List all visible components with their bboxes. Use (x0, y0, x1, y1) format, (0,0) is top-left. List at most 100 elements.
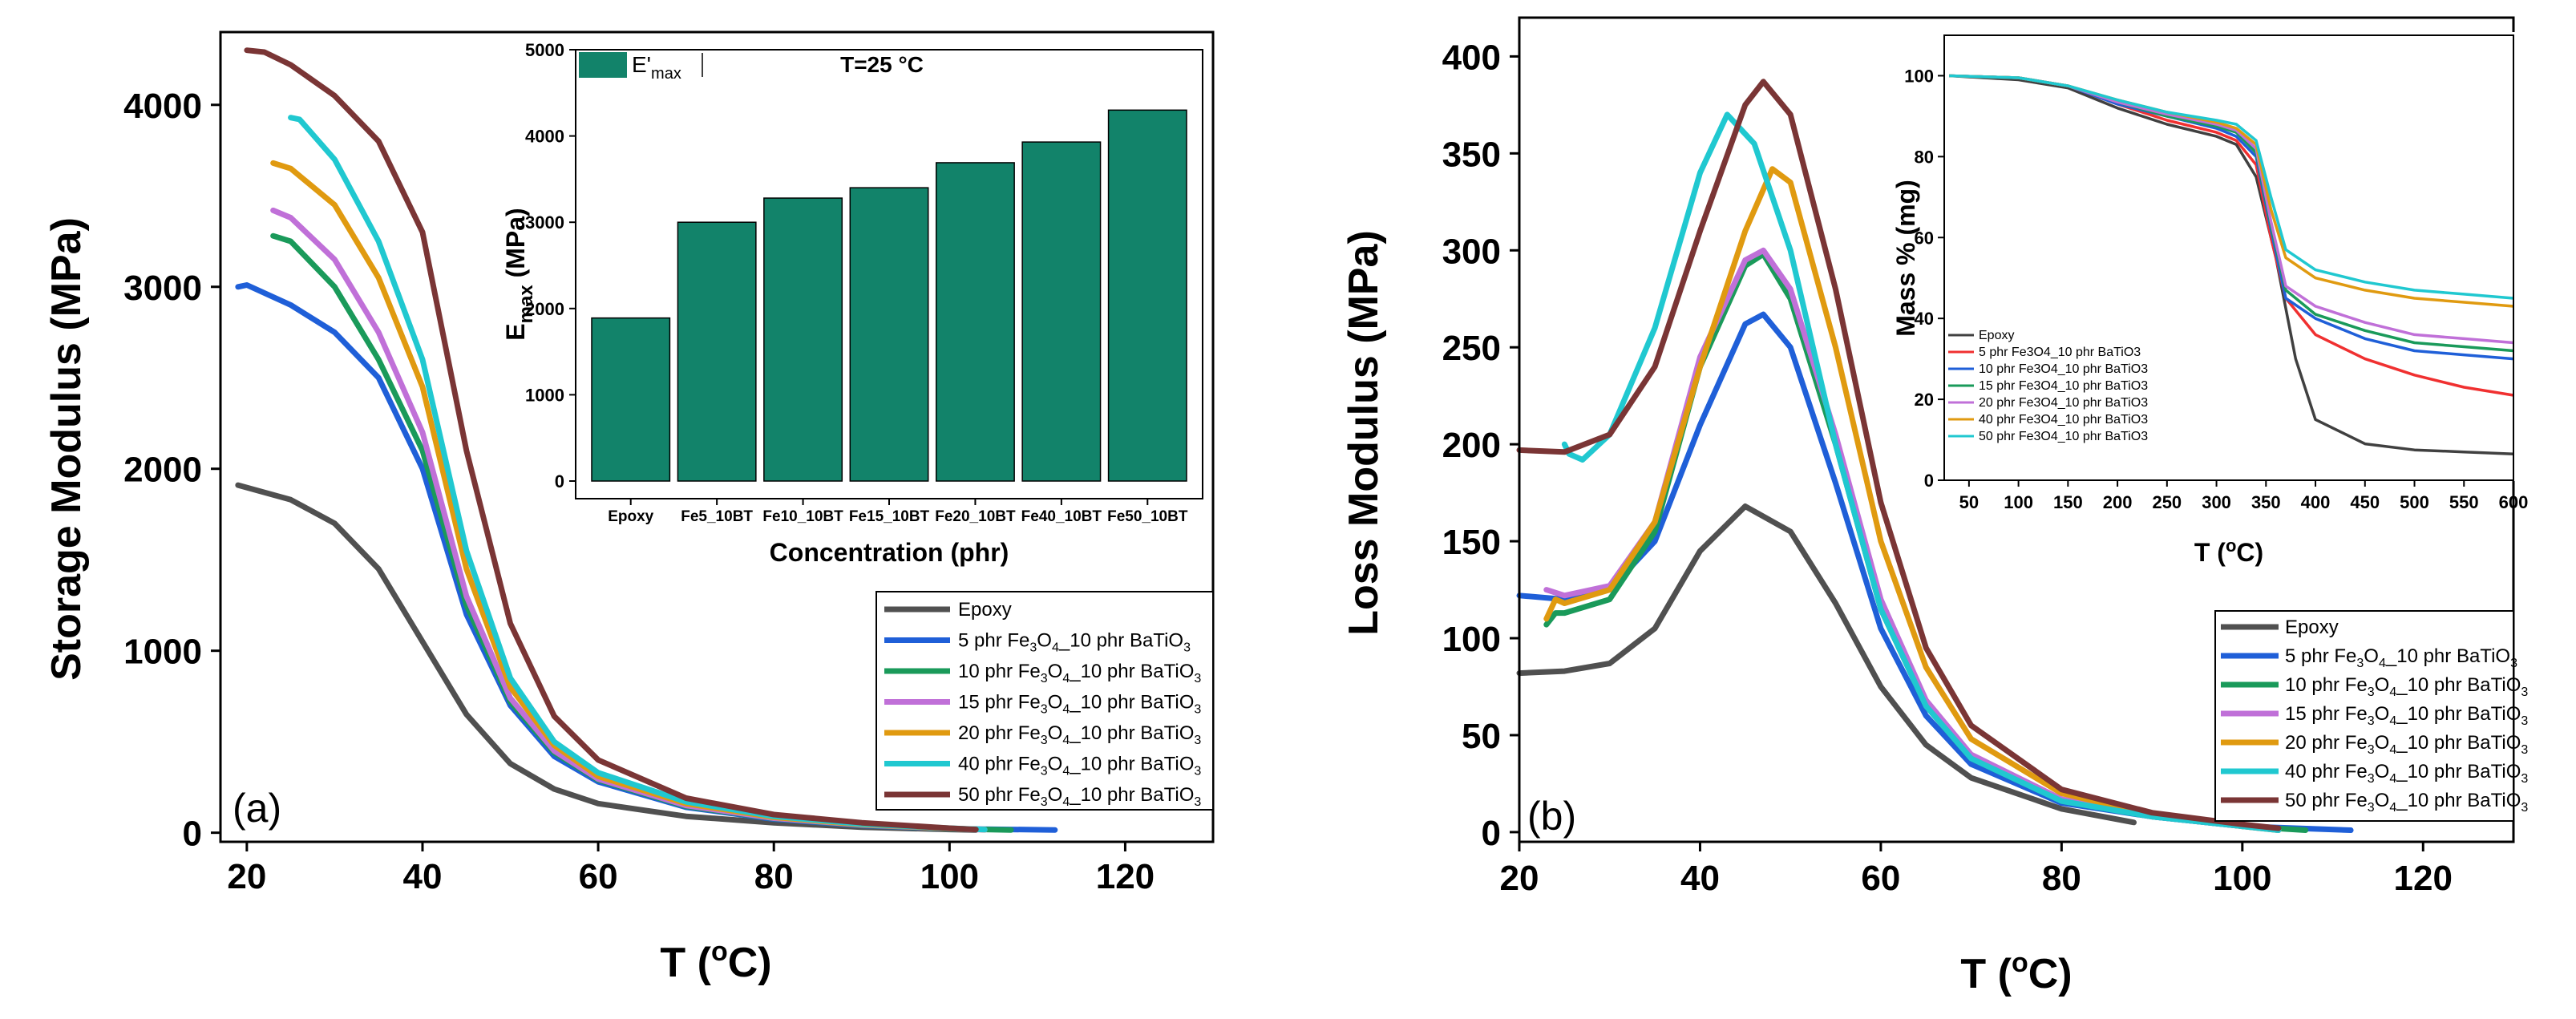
tga-x-tick-label: 600 (2499, 492, 2529, 512)
legend-entry: 20 phr Fe3O4_10 phr BaTiO3 (958, 722, 1201, 747)
y-tick-label: 0 (1482, 814, 1501, 853)
panel-a-emax-inset: 0 1000 2000 3000 4000 5000 Epoxy Fe5_10BT Fe10_… (501, 40, 1203, 567)
loss-curve-epoxy (1516, 503, 2137, 826)
tga-y-axis-label: Mass % (mg) (1891, 180, 1920, 337)
legend-entry: 15 phr Fe3O4_10 phr BaTiO3 (958, 692, 1201, 717)
emax-bar-fe50-10bt (1107, 109, 1187, 482)
x-tick-label: 20 (227, 857, 266, 896)
tga-legend-entry: 10 phr Fe3O4_10 phr BaTiO3 (1979, 362, 2148, 376)
panel-a-label: (a) (233, 786, 281, 831)
emax-bar-fe15-10bt (849, 187, 929, 482)
emax-bar-fe40-10bt (1021, 141, 1102, 482)
tga-legend-entry: Epoxy (1979, 329, 2014, 342)
emax-bar-fe5-10bt (677, 221, 757, 482)
y-tick-label: 150 (1442, 523, 1501, 562)
legend-entry: Epoxy (958, 599, 1012, 621)
emax-x-tick-label: Fe15_10BT (849, 508, 930, 525)
panel-a-x-ticks: 20 40 60 80 100 120 (227, 842, 1155, 896)
emax-y-tick-label: 5000 (525, 40, 564, 60)
tga-x-tick-label: 100 (2004, 492, 2033, 512)
loss-curve-50-phr-fe3o4-10-phr-batio3 (1516, 79, 2282, 831)
legend-entry: 40 phr Fe3O4_10 phr BaTiO3 (958, 754, 1201, 778)
x-tick-label: 120 (1096, 857, 1155, 896)
emax-y-axis-label: Emax (MPa) (501, 208, 537, 340)
tga-legend: Epoxy 5 phr Fe3O4_10 phr BaTiO3 10 phr Fe3… (1948, 329, 2148, 443)
panel-a-x-axis-label: T (oC) (660, 936, 771, 986)
y-tick-label: 350 (1442, 135, 1501, 174)
y-tick-label: 1000 (123, 633, 202, 672)
x-tick-label: 60 (1861, 859, 1900, 898)
x-tick-label: 40 (403, 857, 443, 896)
tga-x-tick-label: 550 (2449, 492, 2479, 512)
x-tick-label: 100 (920, 857, 979, 896)
loss-curve-20-phr-fe3o4-10-phr-batio3 (1543, 166, 2282, 833)
tga-x-tick-label: 400 (2301, 492, 2331, 512)
storage-curve-50-phr-fe3o4-10-phr-batio3 (244, 47, 979, 833)
tga-y-tick-label: 100 (1904, 66, 1934, 86)
emax-legend-label: E'max (632, 52, 681, 83)
tga-legend-entry: 5 phr Fe3O4_10 phr BaTiO3 (1979, 346, 2141, 359)
x-tick-label: 20 (1500, 859, 1539, 898)
tga-y-tick-label: 60 (1915, 228, 1934, 248)
panel-b-legend: Epoxy 5 phr Fe3O4_10 phr BaTiO3 10 phr Fe… (2214, 610, 2528, 822)
emax-temperature-label: T=25 °C (840, 52, 924, 77)
emax-y-ticks: 0 1000 2000 3000 4000 5000 (525, 40, 576, 491)
panel-b-y-axis-label: Loss Modulus (MPa) (1341, 230, 1387, 636)
panel-b-x-axis-label: T (oC) (1960, 948, 2072, 997)
emax-x-tick-label: Epoxy (608, 508, 653, 525)
emax-x-axis-label: Concentration (phr) (770, 538, 1009, 567)
y-tick-label: 300 (1442, 232, 1501, 271)
emax-y-tick-label: 0 (555, 471, 564, 491)
emax-bar-fe10-10bt (763, 197, 843, 482)
tga-x-tick-label: 500 (2400, 492, 2429, 512)
tga-y-tick-label: 20 (1915, 390, 1934, 410)
x-tick-label: 80 (2042, 859, 2081, 898)
x-tick-label: 120 (2394, 859, 2453, 898)
x-tick-label: 40 (1680, 859, 1720, 898)
emax-x-ticks: Epoxy Fe5_10BT Fe10_10BT Fe15_10BT Fe20_10BT… (608, 499, 1188, 525)
tga-y-tick-label: 80 (1915, 147, 1934, 167)
panel-a-legend: Epoxy 5 phr Fe3O4_10 phr BaTiO3 10 phr Fe… (876, 591, 1214, 811)
tga-curve-epoxy (1949, 74, 2514, 455)
tga-inset-frame (1943, 34, 2514, 481)
tga-legend-entry: 20 phr Fe3O4_10 phr BaTiO3 (1979, 396, 2148, 410)
y-tick-label: 4000 (123, 87, 202, 126)
tga-x-tick-label: 300 (2202, 492, 2231, 512)
emax-bars (591, 109, 1187, 482)
y-tick-label: 250 (1442, 329, 1501, 368)
y-tick-label: 0 (183, 815, 202, 854)
legend-entry: 40 phr Fe3O4_10 phr BaTiO3 (2285, 761, 2528, 786)
legend-entry: 15 phr Fe3O4_10 phr BaTiO3 (2285, 703, 2528, 728)
y-tick-label: 2000 (123, 451, 202, 490)
x-tick-label: 80 (754, 857, 794, 896)
emax-legend-swatch (579, 52, 627, 78)
panel-a-frame (219, 30, 1215, 843)
panel-a-storage-modulus: 20 40 60 80 100 120 0 1000 2000 3000 4000 Storage… (43, 30, 1215, 986)
panel-a-curves (235, 47, 1058, 833)
emax-bar-epoxy (591, 317, 671, 482)
y-tick-label: 50 (1462, 717, 1501, 756)
legend-entry: 10 phr Fe3O4_10 phr BaTiO3 (2285, 674, 2528, 699)
panel-b-loss-modulus: 20 40 60 80 100 120 050100150200250300350400 … (1341, 16, 2528, 997)
emax-x-tick-label: Fe5_10BT (681, 508, 753, 525)
loss-curve-40-phr-fe3o4-10-phr-batio3 (1561, 111, 2282, 833)
legend-entry: 10 phr Fe3O4_10 phr BaTiO3 (958, 661, 1201, 685)
y-tick-label: 200 (1442, 426, 1501, 465)
tga-curves (1949, 74, 2514, 455)
tga-legend-entry: 15 phr Fe3O4_10 phr BaTiO3 (1979, 379, 2148, 393)
emax-y-tick-label: 3000 (525, 212, 564, 233)
panel-b-y-ticks: 0 50 100 150 200 250 300 350 400 (1442, 38, 1519, 853)
emax-y-tick-label: 1000 (525, 385, 564, 405)
tga-y-ticks: 0 20 40 60 80 100 (1904, 66, 1944, 491)
emax-x-tick-label: Fe20_10BT (935, 508, 1016, 525)
tga-y-tick-label: 0 (1924, 471, 1934, 491)
tga-x-tick-label: 450 (2350, 492, 2380, 512)
panel-b-label: (b) (1527, 794, 1576, 839)
emax-y-tick-label: 4000 (525, 127, 564, 147)
legend-entry: 50 phr Fe3O4_10 phr BaTiO3 (2285, 790, 2528, 815)
y-tick-label: 400 (1442, 38, 1501, 77)
legend-entry: Epoxy (2285, 617, 2339, 638)
panel-a-y-axis-label: Storage Modulus (MPa) (43, 217, 90, 681)
